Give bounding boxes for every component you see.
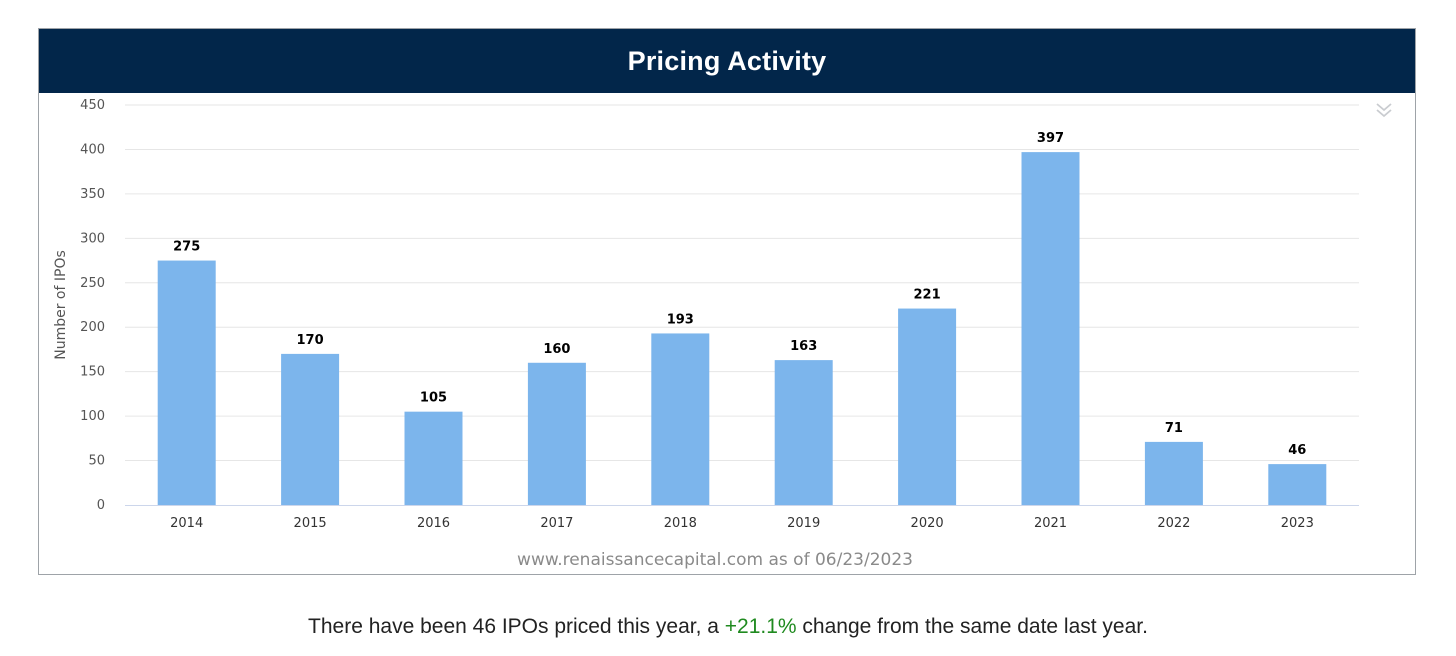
x-tick-label: 2015 (294, 516, 327, 531)
x-tick-label: 2023 (1281, 516, 1314, 531)
y-tick-label: 50 (88, 454, 105, 469)
data-label: 160 (543, 342, 570, 357)
bar (404, 411, 463, 505)
data-label: 46 (1288, 443, 1306, 458)
data-label: 193 (667, 312, 694, 327)
y-tick-label: 250 (80, 276, 105, 291)
bar (527, 362, 586, 505)
summary-change: +21.1% (724, 615, 797, 638)
y-tick-label: 0 (97, 498, 105, 513)
y-tick-label: 450 (80, 98, 105, 113)
y-tick-label: 100 (80, 409, 105, 424)
bar (281, 353, 340, 505)
y-tick-label: 400 (80, 142, 105, 157)
chart-panel: Pricing Activity 0 50 100 150 200 250 300 350 40… (38, 28, 1416, 575)
source-credit: www.renaissancecapital.com as of 06/23/2… (517, 550, 913, 570)
y-tick-label: 350 (80, 187, 105, 202)
x-tick-label: 2017 (540, 516, 573, 531)
bar (1144, 441, 1203, 505)
data-label: 397 (1037, 131, 1064, 146)
y-axis-title: Number of IPOs (53, 250, 69, 360)
bar (157, 260, 216, 505)
chart-title: Pricing Activity (39, 29, 1415, 93)
y-tick-label: 150 (80, 365, 105, 380)
bar (1021, 152, 1080, 505)
x-tick-label: 2021 (1034, 516, 1067, 531)
y-tick-label: 200 (80, 320, 105, 335)
double-chevron-down-icon[interactable] (1375, 101, 1393, 119)
data-label: 170 (297, 333, 324, 348)
bar (898, 308, 957, 505)
data-label: 275 (173, 240, 200, 255)
x-tick-label: 2019 (787, 516, 820, 531)
bar (1268, 464, 1327, 505)
data-label: 163 (790, 339, 817, 354)
bar-chart: 0 50 100 150 200 250 300 350 400 450 Number of IPO… (53, 98, 1359, 570)
x-tick-label: 2016 (417, 516, 450, 531)
data-label: 71 (1165, 421, 1183, 436)
summary-prefix: There have been 46 IPOs priced this year… (308, 615, 725, 638)
ipo-summary: There have been 46 IPOs priced this year… (0, 615, 1456, 639)
bar (651, 333, 710, 505)
data-label: 221 (914, 288, 941, 303)
x-tick-label: 2014 (170, 516, 203, 531)
summary-suffix: change from the same date last year. (796, 615, 1148, 638)
y-tick-label: 300 (80, 231, 105, 246)
data-label: 105 (420, 391, 447, 406)
x-tick-label: 2018 (664, 516, 697, 531)
bar (774, 360, 833, 505)
x-tick-label: 2022 (1157, 516, 1190, 531)
x-tick-label: 2020 (911, 516, 944, 531)
